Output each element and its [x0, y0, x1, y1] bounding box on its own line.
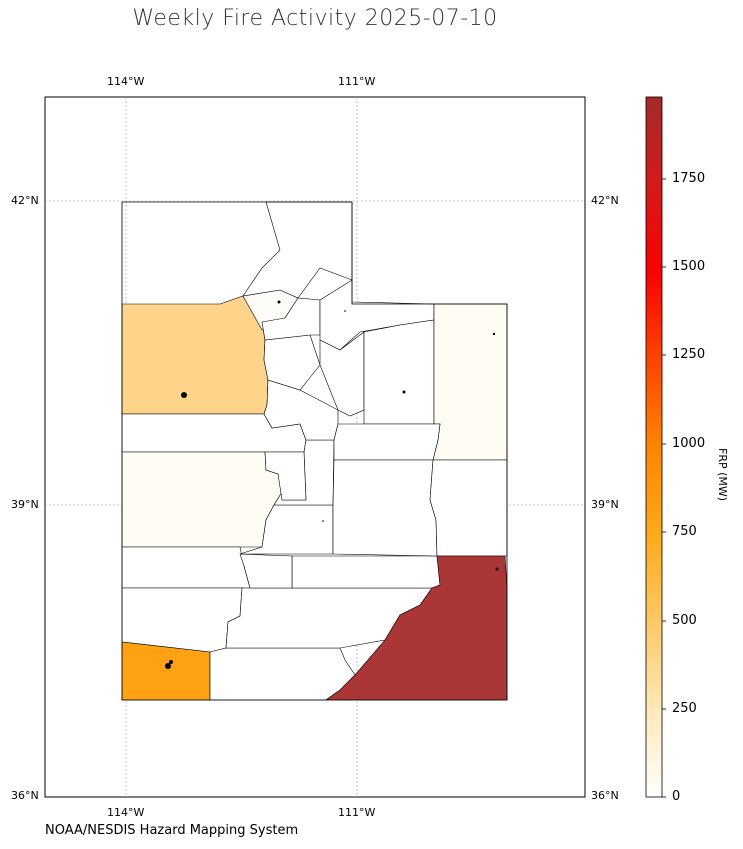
colorbar-tick-label: 1750 [672, 171, 706, 186]
region-wasatch[interactable] [319, 331, 365, 417]
fire-point [277, 300, 281, 304]
region-juab[interactable] [264, 451, 307, 501]
fire-point [402, 390, 406, 394]
region-iron[interactable] [121, 587, 243, 653]
counties [121, 201, 508, 701]
fire-point [492, 332, 496, 336]
region-wayne[interactable] [291, 555, 441, 589]
lat-tick-right: 36°N [591, 789, 619, 802]
fire-point [495, 567, 499, 571]
region-grand[interactable] [429, 459, 508, 557]
lon-tick-top: 111°W [338, 75, 376, 88]
region-salt-lake[interactable] [263, 334, 321, 391]
region-washington[interactable] [121, 641, 211, 701]
lat-tick-left: 39°N [11, 498, 39, 511]
lon-tick-top: 114°W [107, 75, 145, 88]
colorbar-tick-label: 250 [672, 701, 697, 716]
colorbar-tick-label: 1000 [672, 436, 706, 451]
lat-tick-right: 39°N [591, 498, 619, 511]
lat-tick-right: 42°N [591, 194, 619, 207]
fire-point [322, 520, 324, 522]
fire-detections [165, 300, 499, 669]
lon-tick-bottom: 114°W [107, 806, 145, 819]
colorbar-tick-label: 1250 [672, 347, 706, 362]
colorbar-tick-label: 500 [672, 613, 697, 628]
region-box-elder[interactable] [121, 295, 269, 415]
region-emery[interactable] [332, 459, 438, 557]
colorbar-tick-label: 0 [672, 789, 681, 804]
colorbar-tick-label: 1500 [672, 259, 706, 274]
lat-tick-left: 36°N [11, 789, 39, 802]
fire-point [344, 310, 346, 312]
region-piute[interactable] [239, 553, 293, 589]
region-uintah[interactable] [432, 303, 508, 461]
region-utah[interactable] [263, 379, 339, 441]
state-outline [121, 201, 508, 701]
colorbar-tick-label: 750 [672, 524, 697, 539]
fire-point [165, 663, 171, 669]
region-beaver[interactable] [121, 546, 251, 589]
lat-tick-left: 42°N [11, 194, 39, 207]
colorbar [645, 96, 663, 798]
fire-point [181, 392, 187, 398]
region-kane[interactable] [209, 647, 356, 701]
colorbar-ticks [662, 178, 666, 798]
colorbar-label: FRP (MW) [716, 448, 729, 502]
region-duchesne[interactable] [363, 319, 435, 425]
source-credit: NOAA/NESDIS Hazard Mapping System [45, 823, 299, 838]
fire-point [169, 660, 173, 664]
region-millard[interactable] [121, 451, 283, 548]
lon-tick-bottom: 111°W [338, 806, 376, 819]
map-title: Weekly Fire Activity 2025-07-10 [132, 6, 498, 31]
region-carbon[interactable] [333, 423, 441, 461]
